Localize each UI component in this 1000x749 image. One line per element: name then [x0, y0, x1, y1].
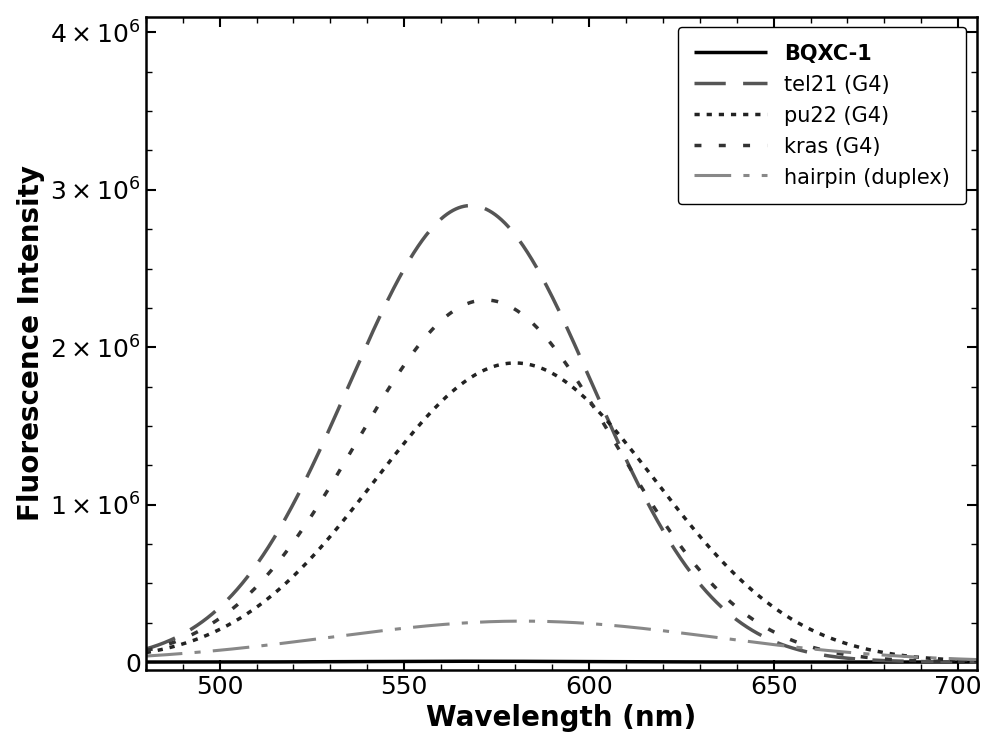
tel21 (G4) — [465, 201, 477, 210]
BQXC-1 — [971, 658, 983, 667]
tel21 (G4) — [865, 655, 877, 664]
hairpin (duplex) — [284, 638, 296, 647]
Line: hairpin (duplex): hairpin (duplex) — [146, 621, 977, 660]
kras (G4) — [865, 653, 877, 662]
Line: tel21 (G4): tel21 (G4) — [146, 205, 977, 662]
hairpin (duplex) — [140, 652, 152, 661]
Line: BQXC-1: BQXC-1 — [146, 661, 977, 662]
BQXC-1 — [140, 658, 152, 667]
kras (G4) — [284, 542, 296, 551]
kras (G4) — [479, 296, 491, 305]
pu22 (G4) — [284, 575, 296, 584]
hairpin (duplex) — [494, 617, 506, 626]
Line: pu22 (G4): pu22 (G4) — [146, 363, 977, 661]
hairpin (duplex) — [971, 655, 983, 664]
BQXC-1 — [458, 657, 470, 666]
pu22 (G4) — [458, 377, 470, 386]
hairpin (duplex) — [517, 616, 529, 625]
Line: kras (G4): kras (G4) — [146, 300, 977, 662]
pu22 (G4) — [955, 655, 967, 664]
hairpin (duplex) — [865, 649, 877, 658]
BQXC-1 — [472, 657, 484, 666]
BQXC-1 — [955, 658, 967, 667]
kras (G4) — [140, 646, 152, 655]
tel21 (G4) — [284, 506, 296, 515]
pu22 (G4) — [235, 613, 247, 622]
tel21 (G4) — [235, 581, 247, 590]
tel21 (G4) — [495, 215, 507, 224]
tel21 (G4) — [955, 658, 967, 667]
hairpin (duplex) — [955, 655, 967, 664]
kras (G4) — [458, 300, 470, 309]
kras (G4) — [971, 658, 983, 667]
X-axis label: Wavelength (nm): Wavelength (nm) — [426, 704, 696, 733]
BQXC-1 — [495, 657, 507, 666]
BQXC-1 — [235, 658, 247, 667]
Legend: BQXC-1, tel21 (G4), pu22 (G4), kras (G4), hairpin (duplex): BQXC-1, tel21 (G4), pu22 (G4), kras (G4)… — [678, 27, 966, 204]
pu22 (G4) — [140, 648, 152, 657]
BQXC-1 — [865, 658, 877, 667]
tel21 (G4) — [140, 644, 152, 653]
hairpin (duplex) — [235, 643, 247, 652]
pu22 (G4) — [865, 646, 877, 655]
pu22 (G4) — [971, 656, 983, 665]
pu22 (G4) — [509, 359, 521, 368]
kras (G4) — [955, 657, 967, 666]
tel21 (G4) — [971, 658, 983, 667]
pu22 (G4) — [494, 360, 506, 369]
tel21 (G4) — [458, 201, 470, 210]
kras (G4) — [235, 598, 247, 607]
Y-axis label: Fluorescence Intensity: Fluorescence Intensity — [17, 166, 45, 521]
BQXC-1 — [284, 658, 296, 667]
hairpin (duplex) — [458, 619, 470, 628]
kras (G4) — [495, 298, 507, 307]
